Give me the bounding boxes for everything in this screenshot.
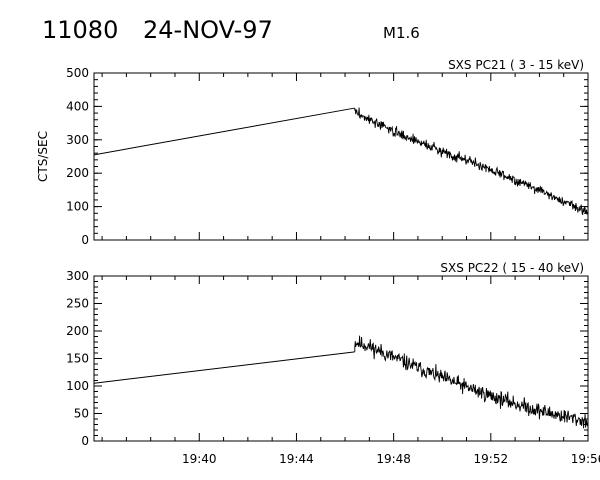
- event-date: 24-NOV-97: [143, 16, 273, 44]
- panel2-ytick-label: 300: [66, 269, 89, 283]
- panel2-xtick-label: 19:52: [474, 452, 509, 466]
- panel2-xtick-label: 19:40: [182, 452, 217, 466]
- panel2-gap-line: [93, 351, 355, 384]
- panel2-title: SXS PC22 ( 15 - 40 keV): [440, 261, 584, 275]
- panel1-gap-line: [93, 107, 355, 156]
- panel2-ytick-label: 50: [74, 407, 89, 421]
- panel1-ytick-label: 400: [66, 99, 89, 113]
- panel2-ytick-label: 100: [66, 379, 89, 393]
- panel2-ytick-label: 200: [66, 324, 89, 338]
- panel1-title: SXS PC21 ( 3 - 15 keV): [448, 58, 584, 72]
- flare-class: M1.6: [383, 24, 420, 42]
- panel2-xtick-label: 19:44: [279, 452, 314, 466]
- panel2-series-line: [354, 335, 589, 429]
- panel1-series-line: [354, 107, 589, 216]
- panel1-ytick-label: 300: [66, 133, 89, 147]
- panel2-xtick-label: 19:56: [571, 452, 600, 466]
- panel1-ytick-label: 100: [66, 200, 89, 214]
- panel1-ytick-label: 0: [81, 233, 89, 247]
- panel1-ytick-label: 200: [66, 166, 89, 180]
- panel1-frame: [93, 72, 589, 241]
- panel2-frame: [93, 275, 589, 442]
- panel2: SXS PC22 ( 15 - 40 keV) 0 50 100 150 200 250 30…: [66, 261, 600, 466]
- panel2-xtick-label: 19:48: [376, 452, 411, 466]
- panel1-ytick-label: 500: [66, 66, 89, 80]
- panel1-ylabel: CTS/SEC: [36, 131, 50, 182]
- event-id: 11080: [42, 16, 119, 44]
- panel2-ytick-label: 250: [66, 297, 89, 311]
- panel2-ytick-label: 0: [81, 434, 89, 448]
- panel2-ytick-label: 150: [66, 352, 89, 366]
- panel1: SXS PC21 ( 3 - 15 keV) 0 100 200 300 400 500 CT…: [36, 58, 589, 247]
